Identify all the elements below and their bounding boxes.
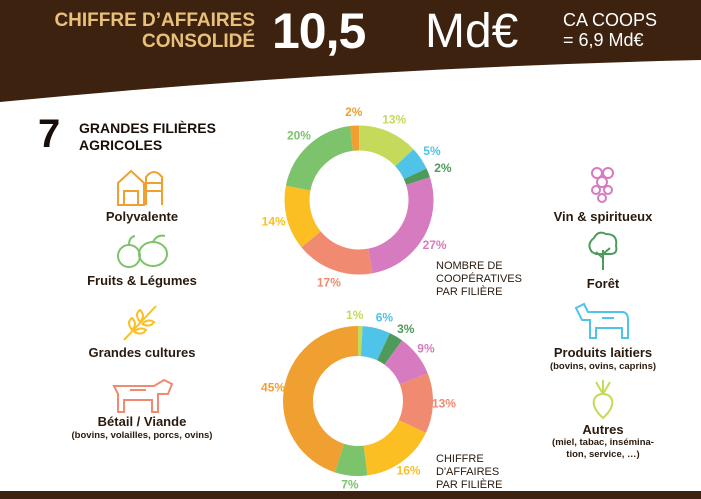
donut-label: 2% xyxy=(434,161,452,175)
donut-slice-produits-laitiers xyxy=(394,149,427,180)
donut-slice-for-t xyxy=(376,333,403,365)
donut-label: 13% xyxy=(382,112,406,126)
sector-label-laitiers: Produits laitiers xyxy=(553,345,653,360)
sector-label-fruits: Fruits & Légumes xyxy=(87,273,197,288)
footer-band xyxy=(0,491,701,499)
chart-caption-cooperatives: NOMBRE DE COOPÉRATIVES PAR FILIÈRE xyxy=(436,260,522,299)
caption-line1: CHIFFRE xyxy=(436,453,484,465)
donut-label: 14% xyxy=(262,215,286,229)
donut-slice-polyvalente xyxy=(283,326,359,473)
barn-silo-icon xyxy=(117,169,163,206)
sector-label-foret: Forêt xyxy=(586,276,620,291)
fruits-vegetables-icon xyxy=(117,234,168,268)
header-label: CHIFFRE D’AFFAIRES CONSOLIDÉ xyxy=(20,10,255,52)
donut-label: 9% xyxy=(417,341,435,355)
caption-line3: PAR FILIÈRE xyxy=(436,286,503,298)
donut-slice-vin-spiritueux xyxy=(367,177,434,274)
section-number: 7 xyxy=(38,112,61,156)
donut-label: 5% xyxy=(423,144,441,158)
sector-sub-betail: (bovins, volailles, porcs, ovins) xyxy=(71,430,213,441)
sector-label-cultures: Grandes cultures xyxy=(88,345,196,360)
coops-revenue: CA COOPS = 6,9 Md€ xyxy=(563,10,657,50)
sector-sub-autres-line1: (miel, tabac, insémina- xyxy=(552,437,654,448)
donut-label: 16% xyxy=(397,464,421,478)
donut-label: 45% xyxy=(261,381,285,395)
section-title-line2: AGRICOLES xyxy=(79,137,163,153)
donut-label: 2% xyxy=(345,105,363,119)
section-title: GRANDES FILIÈRES AGRICOLES xyxy=(79,120,216,154)
donut-label: 13% xyxy=(432,397,456,411)
caption-line2: COOPÉRATIVES xyxy=(436,273,522,285)
sector-sub-laitiers: (bovins, ovins, caprins) xyxy=(549,361,657,372)
cow-icon xyxy=(574,302,629,339)
donut-slice-fruits-l-gumes xyxy=(334,443,368,476)
sector-label-betail: Bétail / Viande xyxy=(97,414,187,429)
donut-slice-autres xyxy=(358,125,414,167)
sector-sub-autres: (miel, tabac, insémina-tion, service, …) xyxy=(513,437,693,461)
donut-label: 3% xyxy=(397,322,415,336)
donut-slice-produits-laitiers xyxy=(360,326,390,361)
caption-line3: PAR FILIÈRE xyxy=(436,479,503,491)
caption-line2: D'AFFAIRES xyxy=(436,466,500,478)
radish-icon xyxy=(592,380,614,420)
donut-slice-grandes-cultures xyxy=(362,419,426,476)
sector-label-polyvalente: Polyvalente xyxy=(105,209,179,224)
donut-slice-grandes-cultures xyxy=(284,185,322,248)
caption-line1: NOMBRE DE xyxy=(436,260,503,272)
header-label-line1: CHIFFRE D’AFFAIRES xyxy=(54,10,255,31)
donut-label: 6% xyxy=(376,311,394,325)
donut-label: 17% xyxy=(317,276,341,290)
sector-sub-autres-line2: tion, service, …) xyxy=(566,449,640,460)
wheat-icon xyxy=(123,305,157,341)
donut-slice-b-tail-viande xyxy=(398,373,433,433)
donut-slice-b-tail-viande xyxy=(301,231,373,275)
header-label-line2: CONSOLIDÉ xyxy=(142,31,255,52)
donut-label: 20% xyxy=(287,129,311,143)
donut-label: 1% xyxy=(346,308,364,322)
donut-slice-for-t xyxy=(403,168,430,186)
donut-label: 7% xyxy=(341,478,359,492)
sector-label-vin: Vin & spiritueux xyxy=(553,209,653,224)
coops-revenue-line2: = 6,9 Md€ xyxy=(563,30,644,50)
chart-caption-revenue: CHIFFRE D'AFFAIRES PAR FILIÈRE xyxy=(436,453,502,492)
coops-revenue-line1: CA COOPS xyxy=(563,10,658,30)
revenue-unit: Md€ xyxy=(425,5,519,58)
grapes-icon xyxy=(591,167,614,203)
sector-label-autres: Autres xyxy=(582,422,624,437)
donut-slice-vin-spiritueux xyxy=(383,340,428,386)
tree-icon xyxy=(588,231,618,270)
cow-pig-icon xyxy=(112,378,174,413)
section-title-line1: GRANDES FILIÈRES xyxy=(79,120,216,136)
header-band xyxy=(0,0,701,102)
donut-slice-fruits-l-gumes xyxy=(285,126,354,192)
donut-label: 27% xyxy=(423,238,447,252)
revenue-value: 10,5 xyxy=(272,3,366,59)
